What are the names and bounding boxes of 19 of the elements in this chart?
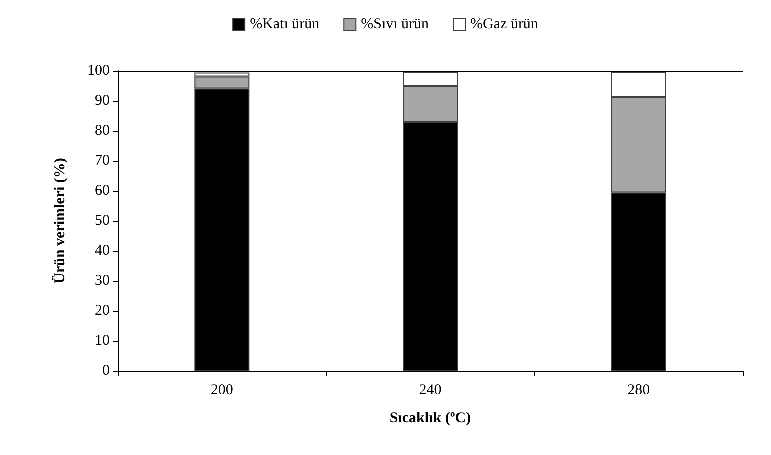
legend-label: %Gaz ürün [470, 16, 539, 32]
y-tick-label: 10 [95, 333, 110, 349]
legend-label: %Katı ürün [250, 16, 320, 32]
y-tick-label: 80 [95, 123, 110, 139]
y-tick-label: 40 [95, 243, 110, 259]
y-tick-label: 20 [95, 303, 110, 319]
y-tick-label: 90 [95, 93, 110, 109]
y-tick-label: 50 [95, 213, 110, 229]
y-tick-label: 60 [95, 183, 110, 199]
x-tick-label: 240 [419, 382, 442, 398]
legend-label: %Sıvı ürün [361, 16, 430, 32]
y-axis-title: Ürün verimleri (%) [52, 158, 68, 284]
y-tick-label: 70 [95, 153, 110, 169]
y-tick-label: 30 [95, 273, 110, 289]
x-tick-label: 280 [628, 382, 650, 398]
x-tick-label: 200 [210, 382, 234, 398]
y-tick-label: 0 [102, 363, 110, 379]
x-axis-title: Sıcaklık (ºC) [390, 410, 472, 426]
y-tick-label: 100 [88, 63, 110, 79]
